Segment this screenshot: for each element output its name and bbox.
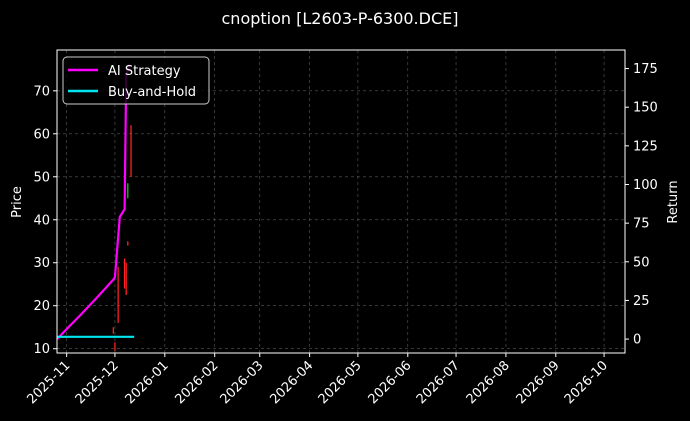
y-axis-right-label: Return — [666, 180, 681, 223]
y-right-tick-label: 150 — [633, 101, 658, 116]
y-left-tick-label: 10 — [33, 342, 50, 357]
legend-box — [62, 56, 210, 105]
y-right-tick-label: 0 — [633, 333, 641, 348]
y-left-tick-label: 50 — [33, 170, 50, 185]
y-axis-right: 0 25 50 75 100 125 150 175 — [625, 62, 658, 348]
y-left-tick-label: 30 — [33, 256, 50, 271]
price-bars — [112, 125, 132, 351]
chart-title: cnoption [L2603-P-6300.DCE] — [222, 9, 459, 28]
y-right-tick-label: 75 — [633, 217, 650, 232]
legend-label-buy-and-hold: Buy-and-Hold — [108, 85, 196, 100]
y-right-tick-label: 50 — [633, 255, 650, 270]
grid — [57, 50, 625, 353]
y-right-tick-label: 175 — [633, 62, 658, 77]
y-left-tick-label: 70 — [33, 84, 50, 99]
y-axis-left-label: Price — [10, 186, 25, 218]
y-right-tick-label: 25 — [633, 294, 650, 309]
legend: AI Strategy Buy-and-Hold — [62, 56, 210, 105]
y-left-tick-label: 20 — [33, 299, 50, 314]
y-left-tick-label: 60 — [33, 127, 50, 142]
series-lines — [56, 63, 135, 340]
legend-label-ai-strategy: AI Strategy — [108, 64, 181, 79]
plot-frame — [56, 49, 626, 354]
y-right-tick-label: 125 — [633, 139, 658, 154]
y-left-tick-label: 40 — [33, 213, 50, 228]
y-axis-left: 10 20 30 40 50 60 70 — [33, 84, 57, 357]
y-right-tick-label: 100 — [633, 178, 658, 193]
series-line-ai-strategy — [56, 63, 131, 340]
